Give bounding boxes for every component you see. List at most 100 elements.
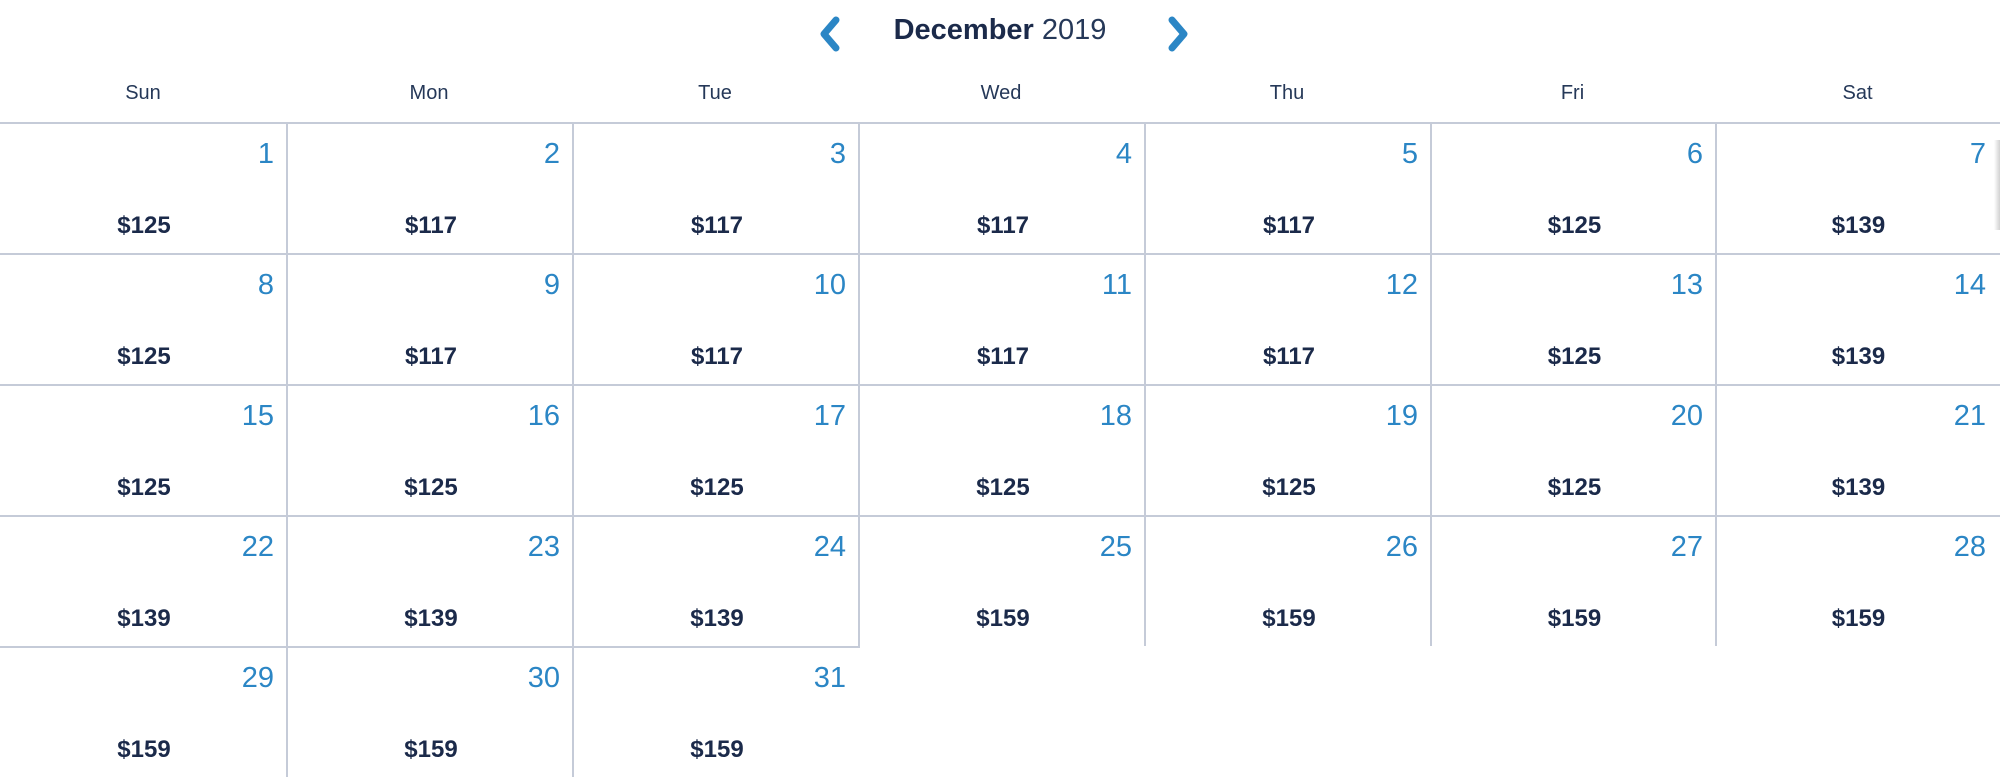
- day-number: 11: [1101, 269, 1132, 301]
- day-number: 23: [527, 531, 560, 563]
- day-number: 28: [1953, 531, 1986, 563]
- day-number: 21: [1953, 400, 1986, 432]
- calendar-day-cell[interactable]: 12 $117: [1144, 253, 1432, 384]
- day-number: 29: [241, 662, 274, 694]
- calendar-day-cell[interactable]: 23 $139: [286, 515, 574, 646]
- day-price: $125: [1547, 474, 1602, 501]
- day-number: 4: [1115, 138, 1132, 170]
- calendar-day-cell[interactable]: 30 $159: [286, 646, 574, 777]
- calendar-day-cell[interactable]: 16 $125: [286, 384, 574, 515]
- weekday-label: Tue: [698, 82, 732, 104]
- day-number: 2: [543, 138, 560, 170]
- day-price: $159: [1262, 605, 1316, 632]
- calendar-day-cell[interactable]: 25 $159: [858, 515, 1146, 646]
- day-price: $139: [404, 605, 458, 632]
- calendar-day-cell[interactable]: 21 $139: [1715, 384, 2000, 515]
- day-price: $159: [690, 736, 744, 763]
- day-number: 26: [1385, 531, 1418, 563]
- chevron-right-icon: [1168, 16, 1188, 52]
- day-price: $139: [1831, 343, 1886, 370]
- day-number: 12: [1385, 269, 1418, 301]
- calendar-day-cell[interactable]: 26 $159: [1144, 515, 1432, 646]
- weekday-label: Wed: [980, 82, 1022, 104]
- scroll-shadow: [1994, 140, 2000, 230]
- calendar-day-cell[interactable]: 27 $159: [1430, 515, 1717, 646]
- calendar-day-cell[interactable]: 28 $159: [1715, 515, 2000, 646]
- day-number: 6: [1686, 138, 1703, 170]
- day-number: 25: [1099, 531, 1132, 563]
- day-number: 20: [1670, 400, 1703, 432]
- day-number: 19: [1385, 400, 1418, 432]
- day-number: 17: [813, 400, 846, 432]
- chevron-left-icon: [820, 16, 840, 52]
- calendar-day-cell[interactable]: 1 $125: [0, 122, 288, 253]
- day-price: $125: [976, 474, 1030, 501]
- weekday-label: Sat: [1842, 82, 1873, 104]
- calendar-day-cell[interactable]: 10 $117: [572, 253, 860, 384]
- day-number: 7: [1969, 138, 1986, 170]
- weekday-label: Sun: [125, 82, 161, 104]
- calendar-header: December 2019: [0, 0, 2000, 70]
- day-number: 10: [813, 269, 846, 301]
- calendar-day-cell[interactable]: 3 $117: [572, 122, 860, 253]
- day-number: 13: [1670, 269, 1703, 301]
- calendar-day-cell[interactable]: 11 $117: [858, 253, 1146, 384]
- day-price: $125: [690, 474, 744, 501]
- day-number: 9: [543, 269, 560, 301]
- day-price: $125: [1547, 343, 1602, 370]
- day-number: 24: [813, 531, 846, 563]
- calendar-day-cell[interactable]: 8 $125: [0, 253, 288, 384]
- day-price: $139: [1831, 474, 1886, 501]
- calendar-grid: 1 $125 2 $117 3 $117 4 $117 5 $117 6 $125 7 $139 8 $125…: [0, 122, 2000, 777]
- previous-month-button[interactable]: [810, 12, 850, 56]
- day-price: $117: [1262, 343, 1316, 370]
- day-number: 22: [241, 531, 274, 563]
- day-price: $125: [1262, 474, 1316, 501]
- calendar-day-cell[interactable]: 29 $159: [0, 646, 288, 777]
- weekday-label: Thu: [1269, 82, 1305, 104]
- day-price: $117: [976, 343, 1030, 370]
- day-number: 16: [527, 400, 560, 432]
- calendar-day-cell[interactable]: 17 $125: [572, 384, 860, 515]
- day-number: 31: [813, 662, 846, 694]
- calendar-day-cell[interactable]: 19 $125: [1144, 384, 1432, 515]
- day-price: $159: [404, 736, 458, 763]
- day-price: $125: [1547, 212, 1602, 239]
- calendar-day-cell[interactable]: 6 $125: [1430, 122, 1717, 253]
- calendar-day-cell[interactable]: 15 $125: [0, 384, 288, 515]
- calendar-day-cell[interactable]: 31 $159: [572, 646, 860, 777]
- day-price: $159: [976, 605, 1030, 632]
- day-price: $117: [404, 212, 458, 239]
- day-price: $117: [1262, 212, 1316, 239]
- day-number: 15: [241, 400, 274, 432]
- day-price: $125: [117, 212, 171, 239]
- month-name: December: [893, 14, 1034, 46]
- day-price: $139: [1831, 212, 1886, 239]
- calendar-day-cell[interactable]: 7 $139: [1715, 122, 2000, 253]
- day-price: $117: [404, 343, 458, 370]
- calendar-day-cell[interactable]: 20 $125: [1430, 384, 1717, 515]
- calendar-day-cell[interactable]: 5 $117: [1144, 122, 1432, 253]
- weekday-label: Fri: [1560, 82, 1585, 104]
- calendar-day-cell[interactable]: 24 $139: [572, 515, 860, 646]
- calendar-day-cell[interactable]: 4 $117: [858, 122, 1146, 253]
- day-number: 18: [1099, 400, 1132, 432]
- day-number: 8: [257, 269, 274, 301]
- weekday-label: Mon: [409, 82, 449, 104]
- day-price: $159: [1831, 605, 1886, 632]
- calendar-day-cell[interactable]: 2 $117: [286, 122, 574, 253]
- day-price: $125: [117, 343, 171, 370]
- year: 2019: [1041, 14, 1107, 46]
- day-price: $139: [117, 605, 171, 632]
- calendar-day-cell[interactable]: 9 $117: [286, 253, 574, 384]
- calendar-day-cell[interactable]: 22 $139: [0, 515, 288, 646]
- day-price: $159: [117, 736, 171, 763]
- day-price: $117: [690, 343, 744, 370]
- day-price: $117: [976, 212, 1030, 239]
- day-price: $139: [690, 605, 744, 632]
- day-number: 27: [1670, 531, 1703, 563]
- next-month-button[interactable]: [1158, 12, 1198, 56]
- calendar-day-cell[interactable]: 14 $139: [1715, 253, 2000, 384]
- calendar-day-cell[interactable]: 13 $125: [1430, 253, 1717, 384]
- calendar-day-cell[interactable]: 18 $125: [858, 384, 1146, 515]
